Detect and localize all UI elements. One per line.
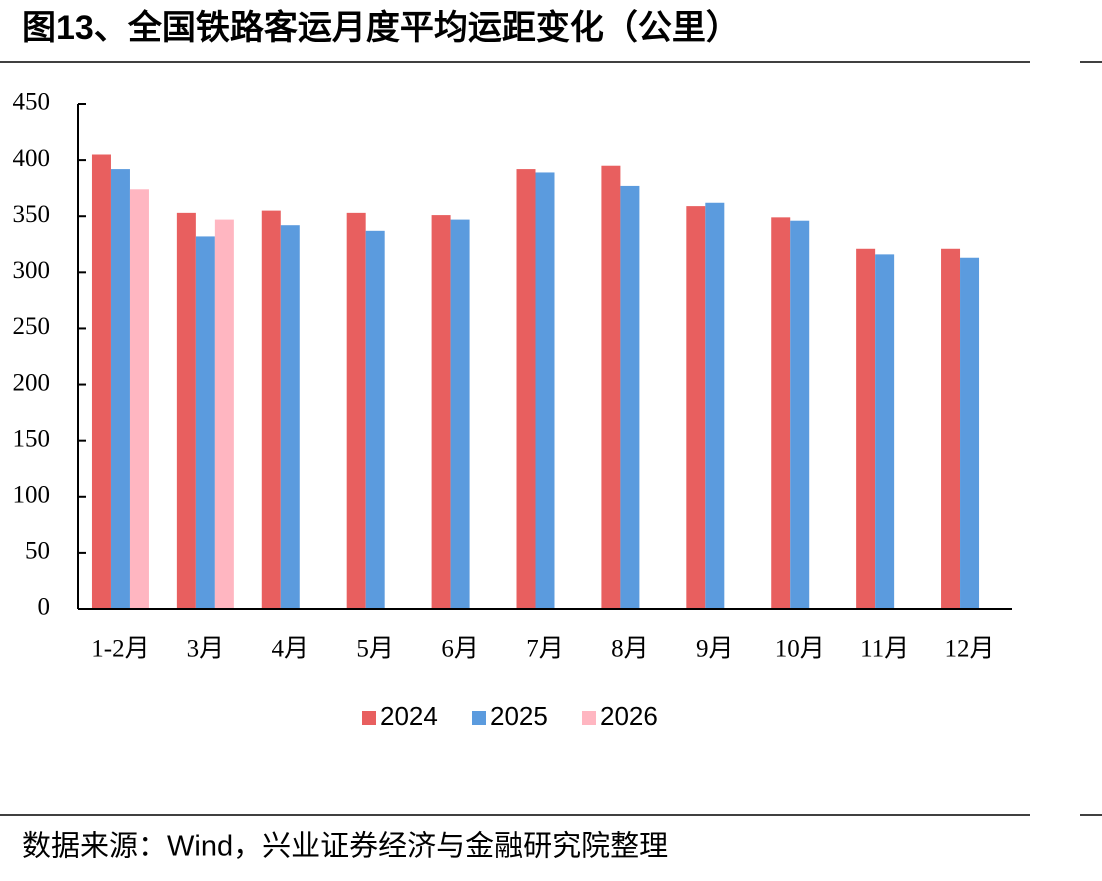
x-tick-label: 1-2月 [91,636,149,663]
bar [280,225,300,609]
x-tick-label: 5月 [356,636,394,663]
legend-label: 2025 [490,701,548,731]
bar [261,210,281,609]
bar [856,248,876,609]
bar [214,219,234,610]
bar [535,172,555,609]
x-tick-label: 11月 [860,636,909,663]
bar [129,189,149,610]
x-tick-label: 10月 [775,636,825,663]
x-tick-label: 9月 [696,636,734,663]
bar [960,257,980,609]
y-tick-label: 400 [13,145,51,172]
y-tick-label: 50 [25,538,50,565]
bar [875,254,895,609]
bar [790,220,810,609]
bar [365,230,385,610]
bar [431,215,451,609]
y-tick-label: 0 [38,594,51,621]
y-tick-label: 250 [13,313,51,340]
bar [516,169,536,610]
x-tick-label: 12月 [945,636,995,663]
bar [705,202,725,609]
x-tick-label: 3月 [187,636,225,663]
y-tick-label: 150 [13,425,51,452]
bar [941,248,961,609]
chart-title: 图13、全国铁路客运月度平均运距变化（公里） [22,8,740,47]
bar [601,165,621,609]
x-tick-label: 6月 [441,636,479,663]
bar [195,236,215,609]
bar [176,212,196,609]
legend-swatch [472,711,486,725]
legend-label: 2024 [380,701,438,731]
x-tick-label: 8月 [611,636,649,663]
y-tick-label: 350 [13,201,51,228]
bar [686,206,706,609]
legend-swatch [582,711,596,725]
x-tick-label: 4月 [272,636,310,663]
y-tick-label: 300 [13,257,51,284]
bar [620,185,640,609]
bar [110,169,130,610]
bar [91,154,111,609]
x-tick-label: 7月 [526,636,564,663]
y-tick-label: 100 [13,482,51,509]
y-tick-label: 450 [13,89,51,116]
legend-label: 2026 [600,701,658,731]
source-note: 数据来源：Wind，兴业证券经济与金融研究院整理 [22,830,668,863]
legend-swatch [362,711,376,725]
bar [450,219,470,610]
y-tick-label: 200 [13,369,51,396]
bar [346,212,366,609]
bar [771,217,791,609]
